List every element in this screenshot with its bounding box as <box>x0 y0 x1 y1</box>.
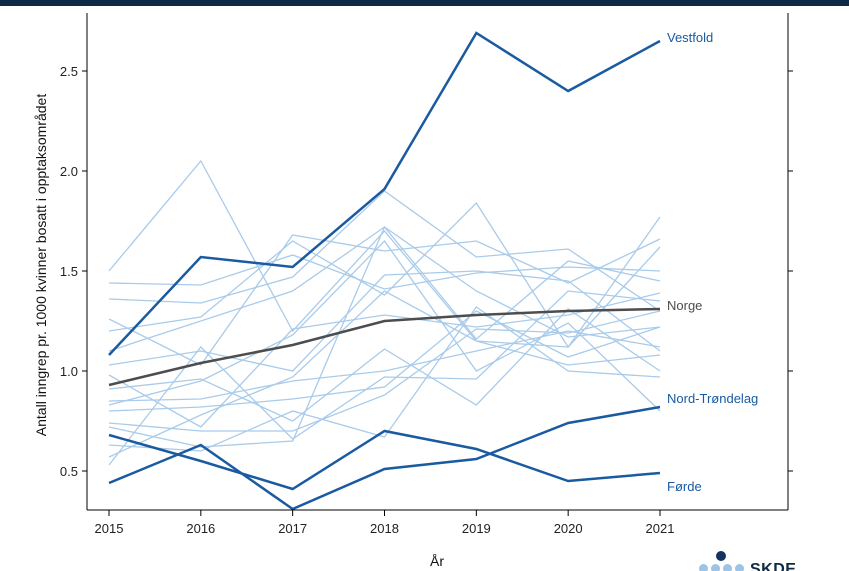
series-end-labels: Vestfold Norge Nord-Trøndelag Førde <box>667 30 758 494</box>
x-axis-title: År <box>430 553 444 569</box>
x-tick-label: 2020 <box>554 521 583 536</box>
y-tick-label: 1.0 <box>60 364 78 379</box>
y-tick-label: 2.5 <box>60 64 78 79</box>
logo-dot <box>723 564 732 571</box>
x-tick-label: 2021 <box>646 521 675 536</box>
background-series-line <box>108 190 661 312</box>
background-series-line <box>108 239 661 412</box>
top-banner <box>0 0 849 6</box>
x-tick-label: 2017 <box>278 521 307 536</box>
background-series-line <box>108 308 661 422</box>
logo-dot <box>716 551 726 561</box>
background-series-line <box>108 330 661 402</box>
y-tick-label: 2.0 <box>60 164 78 179</box>
series-end-label: Nord-Trøndelag <box>667 391 758 406</box>
background-series-line <box>108 201 661 349</box>
x-tick-label: 2016 <box>186 521 215 536</box>
background-series-line <box>108 226 661 448</box>
logo-dot <box>735 564 744 571</box>
national-series-line <box>108 307 661 387</box>
background-series-line <box>108 290 661 458</box>
background-series-line <box>108 310 661 432</box>
y-axis-title: Antall inngrep pr. 1000 kvinner bosatt i… <box>33 94 49 437</box>
series-end-label: Førde <box>667 479 702 494</box>
logo-dot <box>699 564 708 571</box>
logo-text: SKDE <box>750 561 797 571</box>
background-series-line <box>108 292 661 428</box>
highlight-series-group <box>108 31 661 511</box>
background-series-line <box>108 306 661 452</box>
background-series-line <box>108 254 661 290</box>
y-tick-label: 1.5 <box>60 264 78 279</box>
logo-dot <box>711 564 720 571</box>
series-end-label: Vestfold <box>667 30 713 45</box>
background-series-group <box>108 159 661 466</box>
background-series-line <box>108 234 661 366</box>
x-tick-label: 2015 <box>95 521 124 536</box>
x-tick-label: 2018 <box>370 521 399 536</box>
highlight-series-line <box>108 31 661 356</box>
highlight-series-line <box>108 429 661 491</box>
x-tick-label: 2019 <box>462 521 491 536</box>
y-tick-label: 0.5 <box>60 464 78 479</box>
skde-logo: SKDE <box>694 548 814 571</box>
series-end-label: Norge <box>667 298 702 313</box>
background-series-line <box>108 290 661 466</box>
background-series-line <box>108 310 661 412</box>
highlight-series-line <box>108 405 661 511</box>
background-series-line <box>108 270 661 372</box>
chart-axes: 0.5 1.0 1.5 2.0 2.5 2015 2016 2017 2018 2019 2020 2… <box>60 13 793 536</box>
